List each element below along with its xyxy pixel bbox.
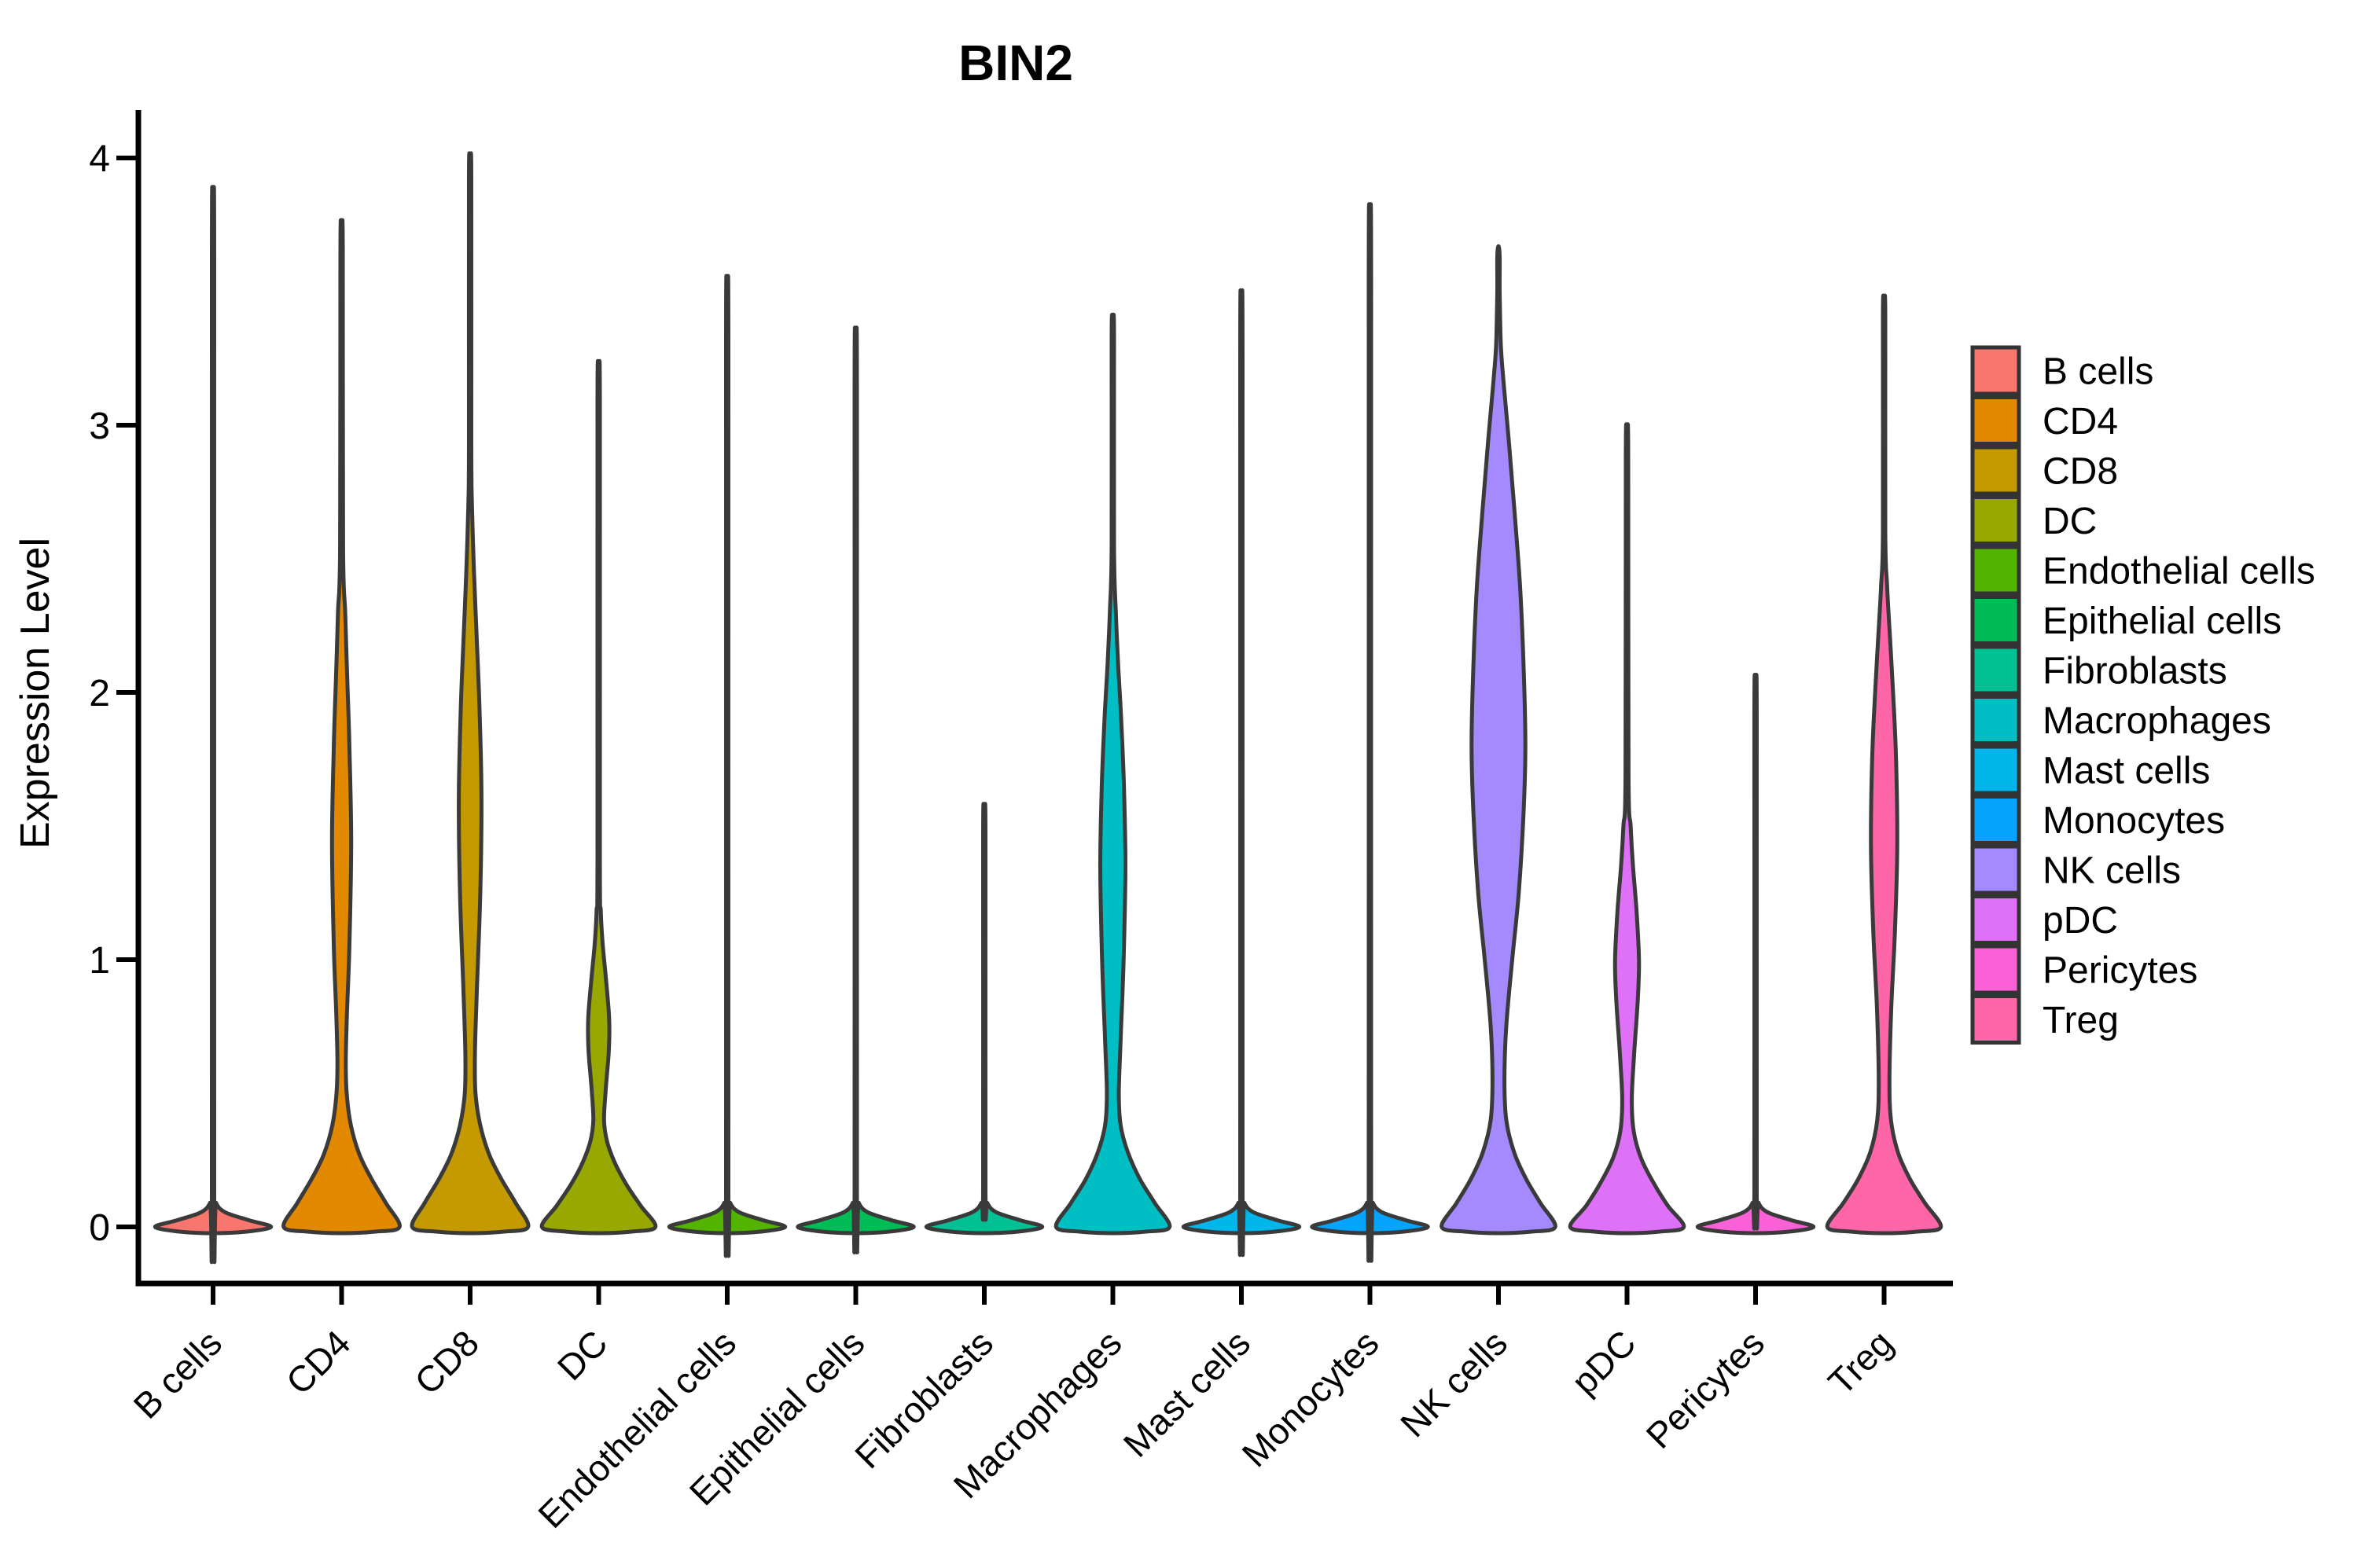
legend-label: DC <box>2043 501 2097 542</box>
x-tick-label: Pericytes <box>1638 1322 1773 1456</box>
legend-swatch-pericytes <box>1970 944 2021 995</box>
legend-item: Endothelial cells <box>1970 545 2315 596</box>
legend-label: Fibroblasts <box>2043 651 2227 692</box>
legend-item: Macrophages <box>1970 695 2271 745</box>
legend-item: CD4 <box>1970 395 2118 446</box>
legend-swatch-endothelial-cells <box>1970 545 2021 596</box>
legend-swatch-treg <box>1970 994 2021 1045</box>
legend-label: B cells <box>2043 351 2153 393</box>
y-tick-label: 1 <box>89 940 110 982</box>
legend-item: NK cells <box>1970 844 2181 895</box>
x-tick-label: B cells <box>125 1322 230 1427</box>
legend-item: B cells <box>1970 345 2153 396</box>
violin-macrophages <box>1053 312 1172 1236</box>
violin-treg <box>1825 293 1943 1236</box>
legend-item: Monocytes <box>1970 795 2225 845</box>
y-tick-label: 0 <box>89 1207 110 1249</box>
x-tick-label: Monocytes <box>1234 1322 1387 1474</box>
legend-swatch-cd8 <box>1970 445 2021 496</box>
x-tick-label: CD8 <box>406 1322 487 1402</box>
legend-label: Pericytes <box>2043 950 2197 992</box>
legend: B cells CD4 CD8 DC Endothelial cells Epitheli… <box>1970 345 2315 1045</box>
violin-pericytes <box>1695 673 1816 1236</box>
legend-swatch-macrophages <box>1970 695 2021 745</box>
legend-label: CD4 <box>2043 401 2118 442</box>
legend-swatch-monocytes <box>1970 795 2021 845</box>
legend-item: CD8 <box>1970 445 2118 496</box>
violin-monocytes <box>1310 202 1430 1263</box>
y-axis-ticks: 0 1 2 3 4 <box>89 138 138 1249</box>
y-axis-label: Expression Level <box>13 538 58 849</box>
legend-swatch-fibroblasts <box>1970 644 2021 696</box>
legend-label: pDC <box>2043 900 2118 942</box>
violins-group <box>153 151 1943 1265</box>
legend-swatch-b-cells <box>1970 345 2021 396</box>
violin-b-cells <box>153 185 274 1265</box>
legend-label: Endothelial cells <box>2043 551 2315 593</box>
legend-label: CD8 <box>2043 451 2118 493</box>
legend-label: NK cells <box>2043 850 2181 892</box>
violin-cd8 <box>410 151 531 1236</box>
x-tick-label: CD4 <box>278 1322 359 1402</box>
x-tick-label: Treg <box>1820 1322 1900 1402</box>
legend-swatch-epithelial-cells <box>1970 595 2021 645</box>
legend-label: Epithelial cells <box>2043 600 2282 642</box>
legend-label: Mast cells <box>2043 751 2210 792</box>
violin-pdc <box>1568 422 1686 1236</box>
y-tick-label: 3 <box>89 406 110 447</box>
chart-title: BIN2 <box>958 35 1073 91</box>
x-tick-label: pDC <box>1564 1322 1644 1402</box>
legend-item: Fibroblasts <box>1970 644 2227 696</box>
legend-label: Monocytes <box>2043 800 2225 842</box>
legend-swatch-nk-cells <box>1970 844 2021 895</box>
legend-item: Epithelial cells <box>1970 595 2282 645</box>
y-tick-label: 2 <box>89 673 110 714</box>
violin-nk-cells <box>1440 244 1557 1236</box>
x-tick-label: NK cells <box>1392 1322 1515 1445</box>
legend-item: DC <box>1970 495 2097 545</box>
violin-mast-cells <box>1181 288 1302 1258</box>
legend-swatch-cd4 <box>1970 395 2021 446</box>
y-tick-label: 4 <box>89 138 110 180</box>
violin-fibroblasts <box>924 802 1045 1236</box>
legend-label: Treg <box>2043 1000 2119 1041</box>
legend-item: pDC <box>1970 894 2118 945</box>
violin-endothelial-cells <box>667 274 788 1258</box>
legend-item: Treg <box>1970 994 2119 1045</box>
legend-swatch-mast-cells <box>1970 744 2021 795</box>
legend-item: Pericytes <box>1970 944 2197 995</box>
violin-cd4 <box>281 218 402 1236</box>
violin-dc <box>539 358 658 1236</box>
legend-label: Macrophages <box>2043 700 2271 742</box>
violin-epithelial-cells <box>796 325 916 1254</box>
legend-swatch-pdc <box>1970 894 2021 945</box>
legend-item: Mast cells <box>1970 744 2210 795</box>
legend-swatch-dc <box>1970 495 2021 545</box>
x-tick-label: DC <box>550 1322 616 1388</box>
